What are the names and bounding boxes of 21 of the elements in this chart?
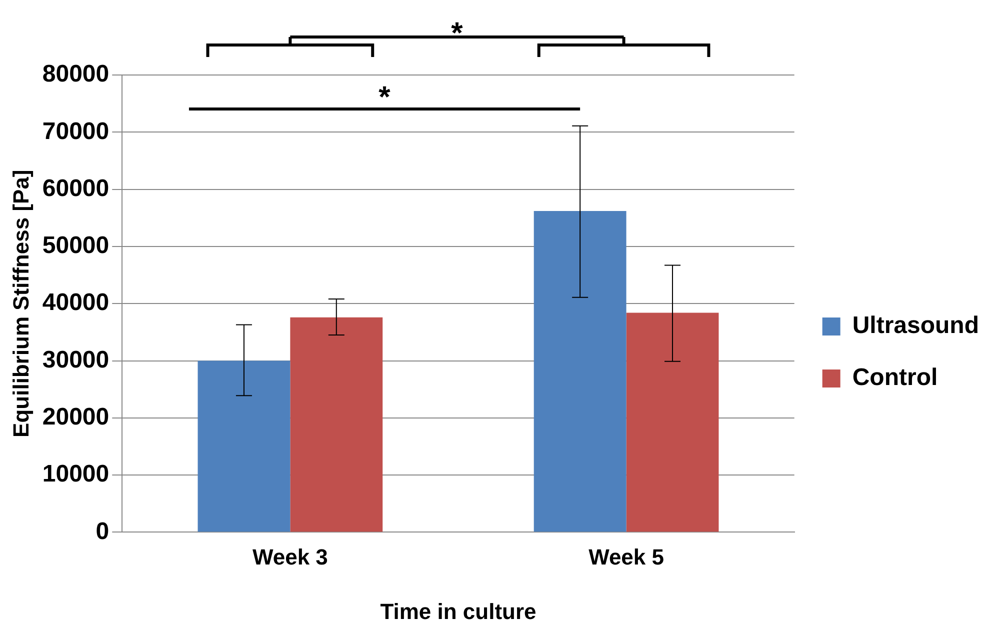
x-tick-label: Week 3 [252,544,328,570]
bar [198,360,290,532]
y-axis-title: Equilibrium Stiffness [Pa] [8,170,34,438]
y-tick-label: 50000 [42,232,110,260]
x-tick-label: Week 5 [588,544,664,570]
y-tick-label: 70000 [42,118,110,145]
y-tick-label: 40000 [42,289,110,316]
text: * [451,17,463,51]
y-tick-label: 80000 [42,60,110,88]
y-tick-label: 60000 [42,174,110,202]
y-tick-label: 10000 [42,460,110,488]
x-axis-title: Time in culture [380,598,536,624]
y-tick-label: 0 [96,518,110,545]
bar [534,211,626,532]
y-tick-label: 30000 [42,346,110,374]
bar [290,317,383,532]
y-tick-label: 20000 [42,404,110,431]
legend-label: Ultrasound [852,312,980,340]
legend-label: Control [852,364,938,392]
bar [626,312,719,532]
annotation: * [378,81,390,115]
